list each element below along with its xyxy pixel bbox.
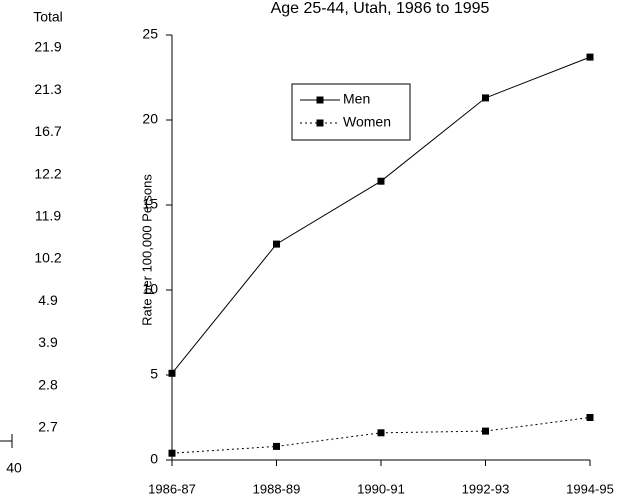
x-tick-label: 1994-95 [566,481,614,496]
legend-label: Men [343,91,370,107]
y-tick-label: 20 [142,111,158,127]
point [586,53,594,61]
point [377,429,385,437]
table-value: 12.2 [34,165,61,181]
point [377,177,385,185]
point [482,94,489,102]
x-tick-label: 1992-93 [462,481,510,496]
table-value: 10.2 [34,250,61,266]
legend-label: Women [343,114,391,130]
legend-box [291,83,411,141]
table-value: 16.7 [34,123,61,139]
legend-marker [316,96,324,104]
table-value: 2.8 [38,376,58,392]
y-axis-label: Rate per 100,000 Persons [139,174,154,326]
x-tick-label: 1990-91 [357,481,405,496]
point [586,414,594,421]
y-tick-label: 10 [142,281,158,297]
table-value: 11.9 [35,208,61,224]
y-tick-label: 15 [142,196,158,212]
y-tick-label: 0 [150,451,158,467]
point [482,427,489,435]
x-tick-label: 1988-89 [253,481,301,496]
point [273,240,280,248]
table-header: Total [33,9,63,25]
table-value: 3.9 [38,334,58,350]
y-tick-label: 25 [142,26,158,42]
legend-marker [316,119,324,127]
table-value: 21.3 [34,81,61,97]
table-value: 2.7 [38,419,58,435]
table-value: 4.9 [38,292,58,308]
y-tick-label: 5 [150,366,158,382]
x-tick-label: 1986-87 [148,481,196,496]
point [168,449,176,457]
point [168,369,176,377]
table-value: 21.9 [34,39,61,55]
chart-title: Age 25-44, Utah, 1986 to 1995 [271,0,490,17]
axis-fragment-label: 40 [6,460,22,476]
point [273,442,280,450]
